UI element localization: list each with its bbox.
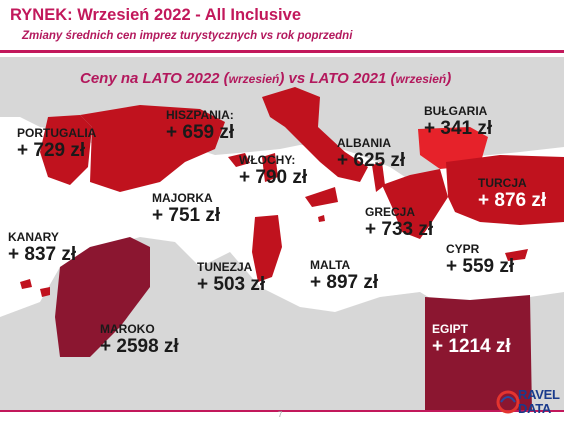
- cypr-shape: [505, 249, 528, 261]
- albania-shape: [372, 162, 385, 192]
- tunezja-shape: [252, 215, 282, 282]
- slide-title: RYNEK: Wrzesień 2022 - All Inclusive: [10, 6, 301, 24]
- label-albania: ALBANIA + 625 zł: [337, 136, 406, 171]
- map-heading: Ceny na LATO 2022 (wrzesień) vs LATO 202…: [80, 70, 452, 87]
- travel-data-logo: RAVEL DATA: [496, 386, 562, 420]
- label-majorka: MAJORKA + 751 zł: [152, 191, 221, 226]
- map-shapes: [0, 57, 564, 412]
- label-bulgaria: BUŁGARIA + 341 zł: [424, 104, 493, 139]
- maroko-shape: [55, 237, 150, 357]
- label-maroko: MAROKO + 2598 zł: [100, 322, 179, 357]
- grecja-shape: [382, 169, 448, 239]
- majorka-shape: [228, 153, 250, 167]
- label-cypr: CYPR + 559 zł: [446, 242, 515, 277]
- footer-divider: [0, 410, 564, 412]
- header-divider: [0, 50, 564, 53]
- label-tunezja: TUNEZJA + 503 zł: [197, 260, 266, 295]
- label-turcja: TURCJA + 876 zł: [478, 176, 547, 211]
- portugalia-shape: [40, 115, 92, 185]
- hiszpania-shape: [80, 105, 225, 192]
- logo-mark-icon: [496, 390, 520, 414]
- label-grecja: GRECJA + 733 zł: [365, 205, 434, 240]
- wlochy-sicily-shape: [305, 187, 338, 207]
- logo-line1: RAVEL: [518, 387, 560, 402]
- page-number: 7: [278, 410, 283, 419]
- turcja-shape: [446, 155, 564, 225]
- wlochy-sardinia-shape: [262, 153, 278, 182]
- label-wlochy: WŁOCHY: + 790 zł: [239, 153, 308, 188]
- label-egipt: EGIPT + 1214 zł: [432, 322, 511, 357]
- label-kanary: KANARY + 837 zł: [8, 230, 77, 265]
- kanary-shape: [20, 279, 50, 297]
- label-portugalia: PORTUGALIA + 729 zł: [17, 126, 97, 161]
- bulgaria-shape: [418, 127, 488, 169]
- label-malta: MALTA + 897 zł: [310, 258, 379, 293]
- egipt-shape: [425, 295, 532, 412]
- wlochy-shape: [262, 87, 368, 182]
- slide-subtitle: Zmiany średnich cen imprez turystycznych…: [22, 30, 353, 42]
- malta-shape: [318, 215, 325, 222]
- label-hiszpania: HISZPANIA: + 659 zł: [166, 108, 235, 143]
- logo-line2: DATA: [518, 401, 551, 416]
- mediterranean-map: [0, 57, 564, 412]
